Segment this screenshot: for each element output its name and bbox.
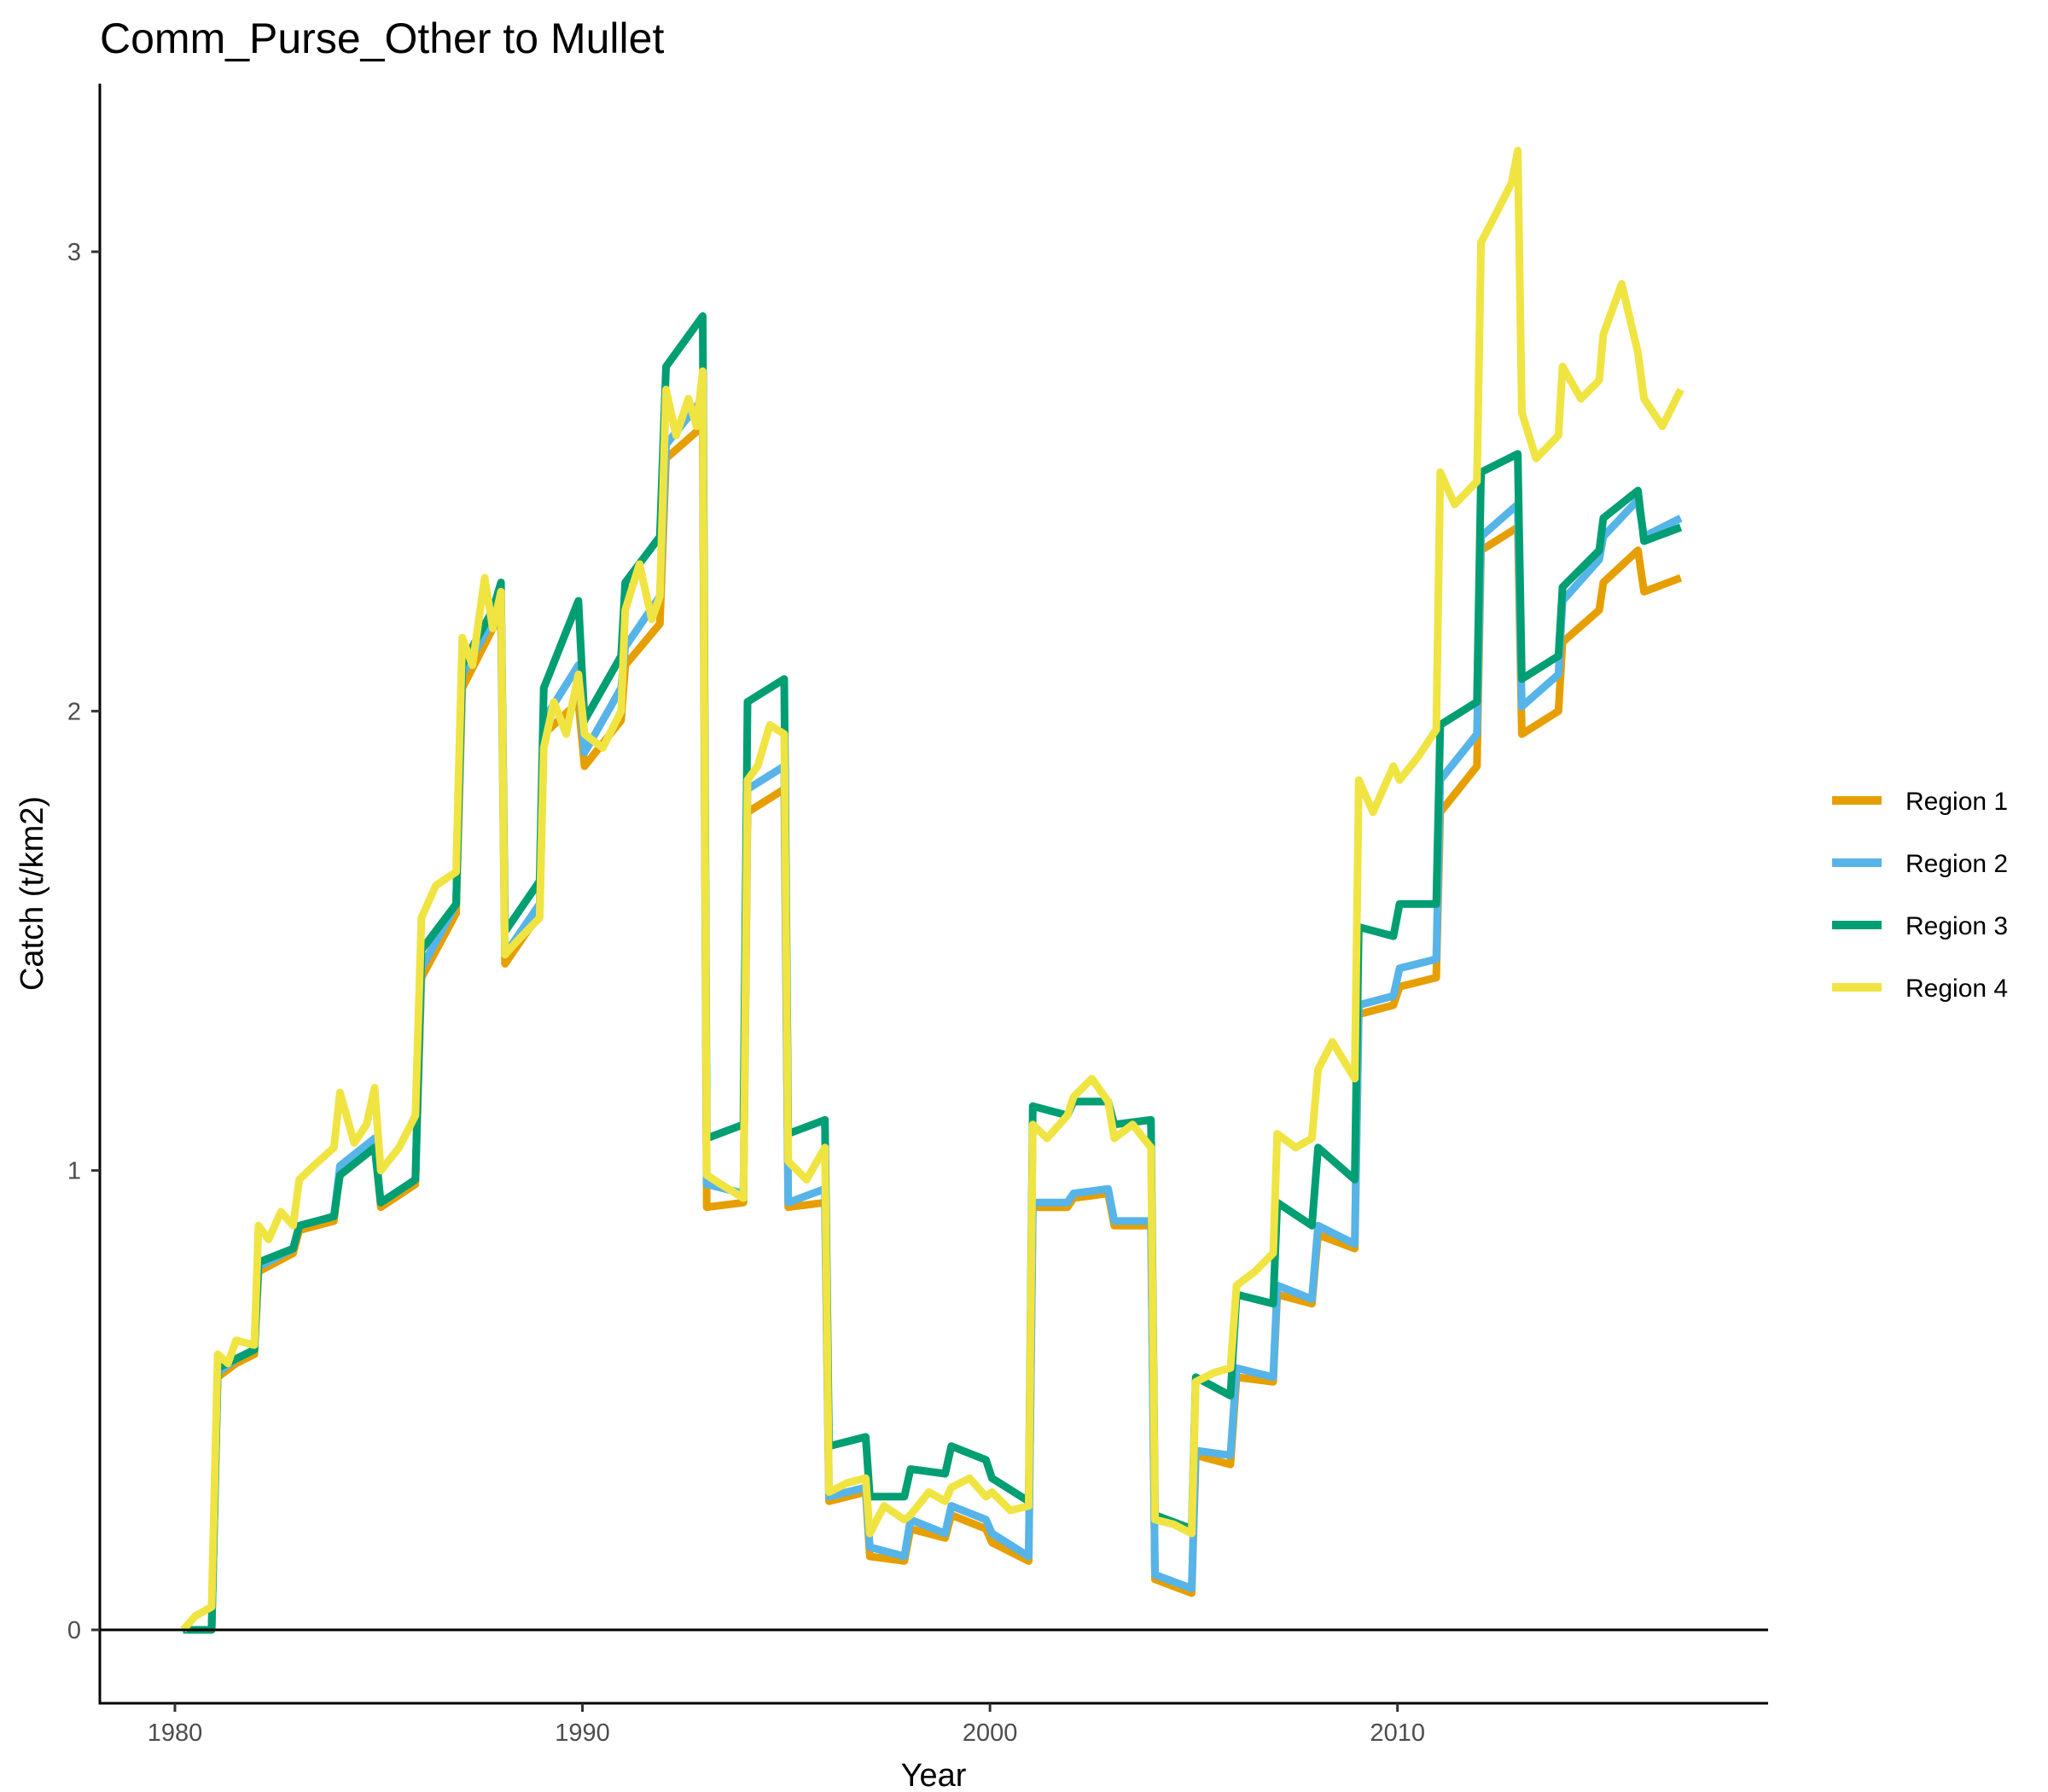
x-ticks: 1980 1990 2000 2010 — [148, 1703, 1425, 1747]
series-line-region-3 — [183, 311, 1683, 1634]
x-tick-label: 1990 — [555, 1719, 610, 1747]
legend: Region 1 Region 2 Region 3 Region 4 — [1832, 788, 2008, 1003]
y-axis-title: Catch (t/km2) — [15, 796, 50, 991]
y-tick-label: 1 — [67, 1158, 81, 1185]
series-line-region-1 — [183, 422, 1683, 1634]
y-ticks: 0 1 2 3 — [67, 239, 100, 1644]
x-tick-label: 2010 — [1370, 1719, 1425, 1747]
legend-label-region-4: Region 4 — [1905, 975, 2008, 1003]
y-tick-label: 0 — [67, 1617, 81, 1644]
series-line-region-4 — [180, 147, 1684, 1632]
x-tick-label: 2000 — [963, 1719, 1018, 1747]
legend-label-region-1: Region 1 — [1905, 788, 2008, 816]
chart-title: Comm_Purse_Other to Mullet — [100, 15, 664, 62]
plot-lines — [180, 147, 1684, 1634]
legend-label-region-2: Region 2 — [1905, 850, 2008, 878]
series-line-region-2 — [183, 394, 1683, 1634]
x-tick-label: 1980 — [148, 1719, 203, 1747]
y-tick-label: 3 — [67, 239, 81, 266]
legend-label-region-3: Region 3 — [1905, 912, 2008, 940]
y-tick-label: 2 — [67, 698, 81, 725]
x-axis-title: Year — [901, 1758, 967, 1792]
